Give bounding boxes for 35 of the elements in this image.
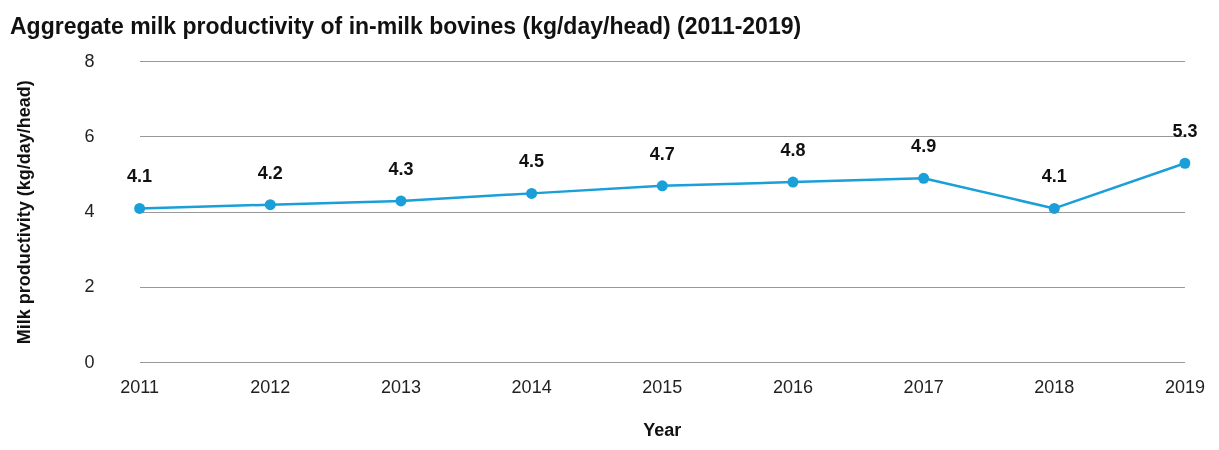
x-tick-label: 2016 (772, 376, 813, 397)
point (1179, 157, 1191, 169)
point (526, 187, 538, 199)
data-label: 4.5 (519, 151, 545, 172)
y-tick-label: 0 (84, 351, 95, 372)
y-tick-label: 8 (84, 50, 95, 71)
point (264, 199, 276, 211)
y-tick-label: 4 (84, 201, 95, 222)
x-tick-label: 2017 (903, 376, 944, 397)
data-label: 4.9 (911, 136, 937, 157)
x-tick-label: 2019 (1164, 376, 1205, 397)
data-label: 4.1 (1041, 166, 1067, 187)
point (656, 180, 668, 192)
point (787, 176, 799, 188)
x-tick-label: 2015 (642, 376, 683, 397)
point (918, 172, 930, 184)
data-label: 4.3 (388, 158, 414, 179)
x-tick-label: 2013 (380, 376, 421, 397)
data-label: 4.8 (780, 140, 806, 161)
x-tick-label: 2014 (511, 376, 552, 397)
x-tick-label: 2011 (120, 376, 159, 397)
x-tick-label: 2018 (1034, 376, 1075, 397)
y-tick-label: 6 (84, 125, 95, 146)
data-label: 4.7 (649, 143, 675, 164)
data-label: 5.3 (1172, 121, 1198, 142)
point (134, 202, 146, 214)
data-label: 4.1 (127, 166, 153, 187)
chart-title: Aggregate milk productivity of in-milk bovines (kg/day/head) (2011-2019) (10, 13, 802, 40)
point (395, 195, 407, 207)
data-label: 4.2 (257, 162, 283, 183)
y-tick-label: 2 (84, 276, 95, 297)
x-axis-title: Year (643, 420, 682, 441)
x-tick-label: 2012 (250, 376, 291, 397)
point (1048, 202, 1060, 214)
y-axis-title: Milk productivity (kg/day/head) (13, 80, 34, 345)
